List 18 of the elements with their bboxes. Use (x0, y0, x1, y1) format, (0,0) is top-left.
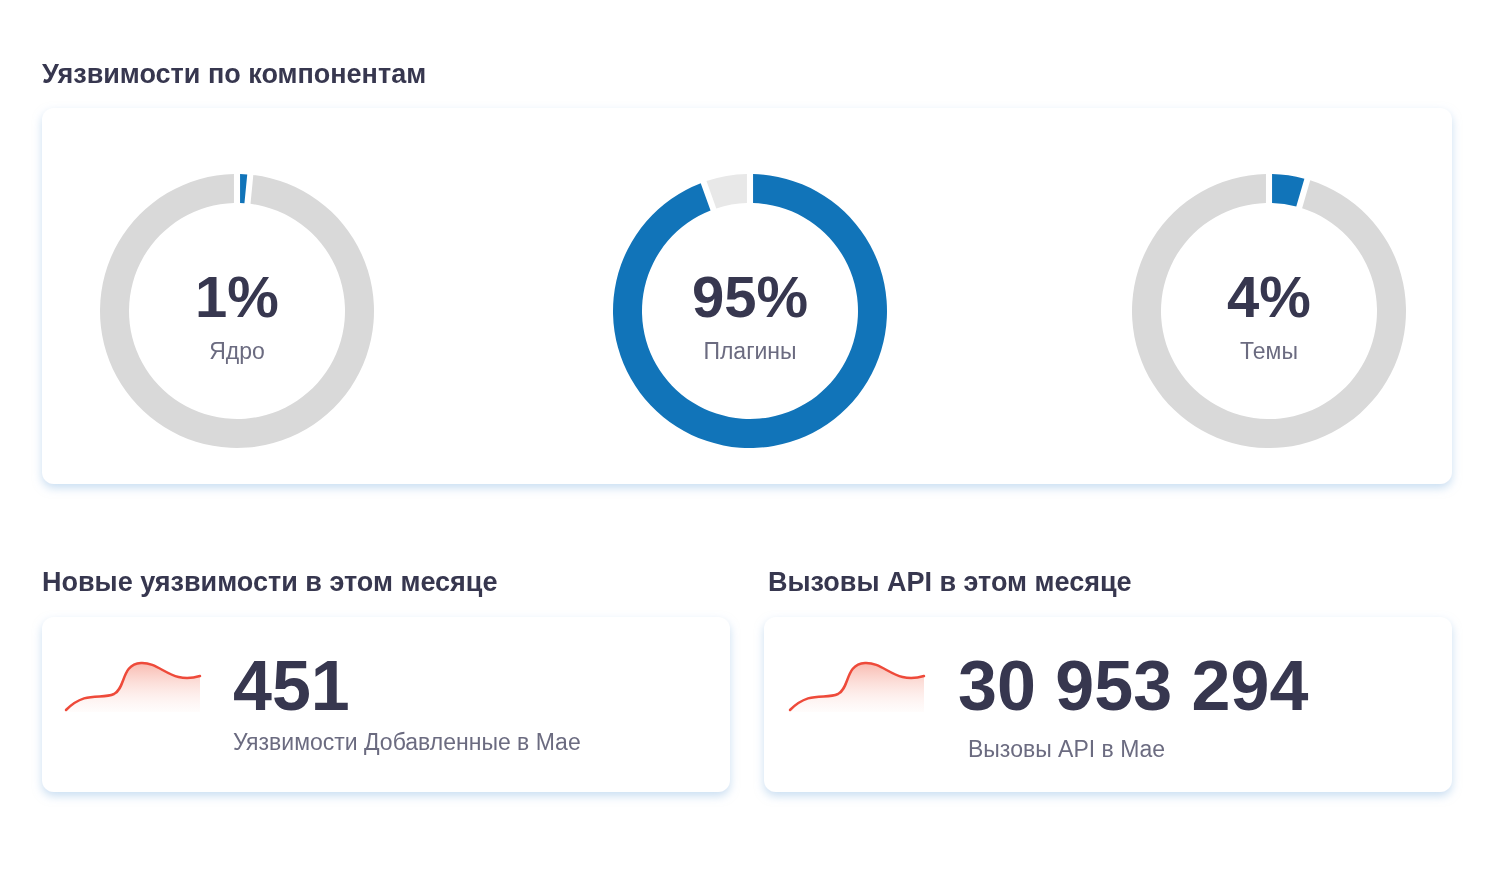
slice-label: Ядро (209, 338, 265, 364)
text: Новые уязвимости в этом месяце (42, 567, 498, 597)
data-label: 95% (691, 264, 809, 329)
slice-label: Темы (1240, 338, 1298, 364)
data-label: 4% (1227, 264, 1311, 329)
text: Вызовы API в Мае (968, 736, 1166, 762)
donut-slice (1272, 174, 1305, 207)
text: 451 (233, 647, 350, 725)
slice-label: Плагины (703, 338, 797, 364)
text: Вызовы API в этом месяце (768, 567, 1132, 597)
data-label: 1% (195, 264, 279, 329)
donut-slice (1132, 174, 1406, 448)
donut-slice (613, 174, 887, 448)
donut-slice (240, 174, 248, 204)
text: Уязвимости Добавленные в Мае (233, 729, 581, 755)
donut-slice (706, 174, 747, 209)
chart-title: Уязвимости по компонентам (42, 59, 427, 89)
text: 30 953 294 (958, 647, 1309, 725)
